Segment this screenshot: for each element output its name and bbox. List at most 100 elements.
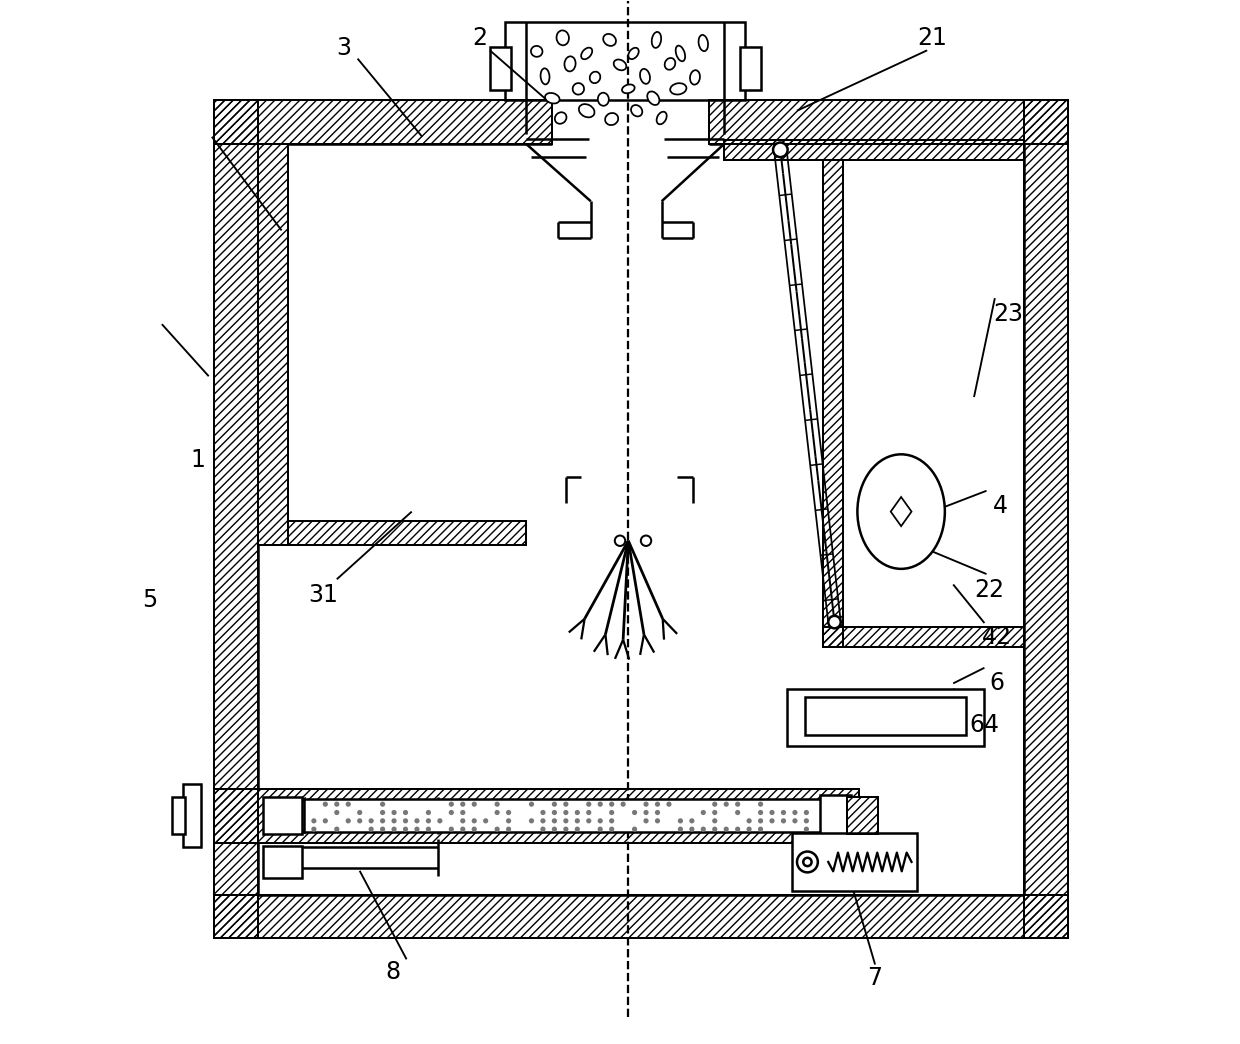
Text: 8: 8 xyxy=(386,959,401,983)
Circle shape xyxy=(781,818,786,824)
Ellipse shape xyxy=(573,84,584,95)
Circle shape xyxy=(797,852,818,873)
Circle shape xyxy=(678,827,683,832)
Circle shape xyxy=(368,827,373,832)
Circle shape xyxy=(392,810,397,815)
Text: 22: 22 xyxy=(975,577,1004,601)
Text: 2: 2 xyxy=(472,26,487,50)
Circle shape xyxy=(403,827,408,832)
Bar xyxy=(820,794,851,836)
Circle shape xyxy=(678,818,683,824)
Circle shape xyxy=(322,818,327,824)
Circle shape xyxy=(449,810,454,815)
Circle shape xyxy=(828,616,841,628)
Bar xyxy=(708,100,1068,144)
Circle shape xyxy=(552,818,557,824)
Circle shape xyxy=(609,802,614,807)
Ellipse shape xyxy=(698,34,708,51)
Circle shape xyxy=(574,818,580,824)
Circle shape xyxy=(804,827,808,832)
Circle shape xyxy=(758,802,763,807)
Circle shape xyxy=(506,810,511,815)
Circle shape xyxy=(311,827,316,832)
Circle shape xyxy=(529,818,534,824)
Circle shape xyxy=(609,827,614,832)
Circle shape xyxy=(449,802,454,807)
Bar xyxy=(215,788,859,843)
Circle shape xyxy=(368,818,373,824)
Circle shape xyxy=(322,802,327,807)
Circle shape xyxy=(484,818,489,824)
Circle shape xyxy=(449,827,454,832)
Ellipse shape xyxy=(647,92,660,105)
Circle shape xyxy=(563,810,568,815)
Text: 21: 21 xyxy=(918,26,947,50)
Ellipse shape xyxy=(603,33,616,46)
Circle shape xyxy=(598,802,603,807)
Bar xyxy=(215,895,1068,939)
Circle shape xyxy=(689,827,694,832)
Bar xyxy=(288,521,526,545)
Text: 31: 31 xyxy=(309,583,339,607)
Ellipse shape xyxy=(590,72,600,84)
Circle shape xyxy=(598,818,603,824)
Circle shape xyxy=(379,802,386,807)
Bar xyxy=(792,833,916,891)
Circle shape xyxy=(335,802,340,807)
Circle shape xyxy=(644,810,649,815)
Circle shape xyxy=(311,818,316,824)
Circle shape xyxy=(460,827,465,832)
Circle shape xyxy=(379,818,386,824)
Circle shape xyxy=(460,802,465,807)
Ellipse shape xyxy=(857,454,945,569)
Circle shape xyxy=(735,802,740,807)
Circle shape xyxy=(644,802,649,807)
Text: 42: 42 xyxy=(982,624,1012,648)
Circle shape xyxy=(615,536,625,546)
Circle shape xyxy=(357,818,362,824)
Ellipse shape xyxy=(541,68,549,85)
Bar xyxy=(724,140,1024,160)
Circle shape xyxy=(471,802,477,807)
Circle shape xyxy=(804,810,808,815)
Circle shape xyxy=(425,810,432,815)
Circle shape xyxy=(541,827,546,832)
Ellipse shape xyxy=(689,70,699,85)
Bar xyxy=(1024,100,1068,939)
Circle shape xyxy=(620,802,626,807)
Ellipse shape xyxy=(554,113,567,124)
Circle shape xyxy=(335,810,340,815)
Text: 5: 5 xyxy=(141,588,157,612)
Circle shape xyxy=(563,827,568,832)
Circle shape xyxy=(792,810,797,815)
Bar xyxy=(215,100,258,939)
Ellipse shape xyxy=(614,60,626,70)
Bar xyxy=(847,797,878,834)
Circle shape xyxy=(609,810,614,815)
Circle shape xyxy=(563,818,568,824)
Bar xyxy=(724,140,1024,160)
Text: 6: 6 xyxy=(990,671,1004,695)
Circle shape xyxy=(552,802,557,807)
Circle shape xyxy=(425,818,432,824)
Ellipse shape xyxy=(622,85,635,93)
Circle shape xyxy=(655,818,660,824)
Circle shape xyxy=(712,818,718,824)
Bar xyxy=(215,100,552,144)
Bar xyxy=(172,797,185,834)
Circle shape xyxy=(403,818,408,824)
Circle shape xyxy=(644,818,649,824)
Text: 3: 3 xyxy=(336,37,352,61)
Ellipse shape xyxy=(582,48,593,60)
Circle shape xyxy=(414,827,419,832)
Circle shape xyxy=(769,810,775,815)
Text: 64: 64 xyxy=(970,713,999,737)
Bar xyxy=(847,797,878,834)
Circle shape xyxy=(746,818,751,824)
Circle shape xyxy=(655,802,660,807)
Circle shape xyxy=(735,810,740,815)
Circle shape xyxy=(666,802,672,807)
Circle shape xyxy=(781,810,786,815)
Circle shape xyxy=(712,827,718,832)
Circle shape xyxy=(712,810,718,815)
